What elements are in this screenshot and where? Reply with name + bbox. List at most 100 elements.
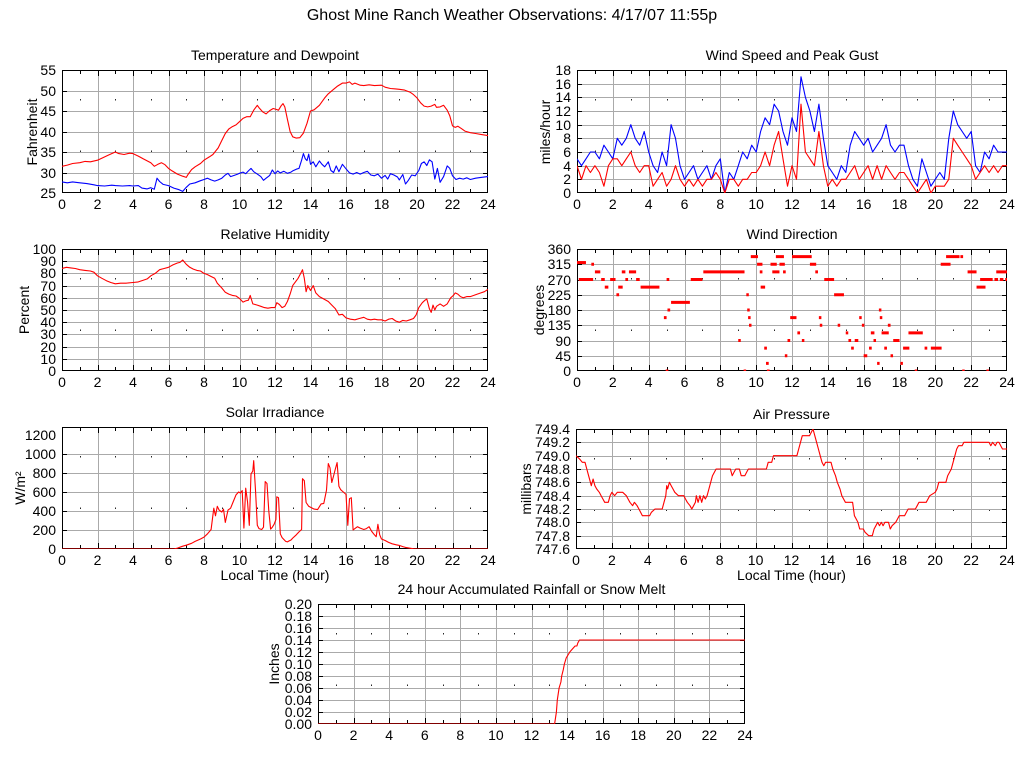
x-tick-label: 0 [572, 552, 580, 568]
y-tick-label: 748.0 [534, 514, 570, 531]
x-tick-label: 8 [200, 552, 208, 568]
x-tick-label: 10 [231, 552, 248, 568]
x-tick-label: 24 [480, 374, 496, 390]
x-tick-label: 6 [164, 552, 173, 568]
x-tick-label: 8 [715, 552, 724, 568]
y-axis-label: degrees [531, 284, 547, 336]
y-tick-label: 90 [555, 332, 571, 349]
y-tick-label: 0.08 [284, 668, 312, 684]
x-tick-label: 10 [748, 196, 764, 212]
x-tick-label: 14 [819, 552, 836, 568]
y-tick-label: 0.00 [284, 716, 312, 732]
y-tick-label: 0.12 [284, 644, 312, 660]
y-tick-label: 2 [563, 171, 571, 188]
y-tick-label: 0.06 [284, 680, 312, 696]
y-axis-label: W/m² [12, 471, 28, 505]
x-tick-label: 8 [200, 196, 208, 212]
x-tick-label: 18 [373, 374, 390, 390]
chart-solar-irradiance: Solar Irradiance W/m² Local Time (hour) … [12, 404, 496, 583]
x-axis-label: Local Time (hour) [220, 567, 330, 583]
x-tick-label: 18 [630, 727, 647, 743]
x-tick-label: 20 [409, 374, 425, 390]
x-tick-label: 20 [409, 552, 425, 568]
x-tick-label: 24 [480, 196, 496, 212]
chart-relative-humidity: Relative Humidity Percent 0 2 4 6 8 10 12 14 16 1… [16, 226, 496, 390]
x-tick-label: 6 [164, 374, 173, 390]
y-tick-label: 0.20 [284, 596, 312, 612]
chart-wind-direction: Wind Direction degrees 0 2 4 6 8 10 12 14 16 18 20… [531, 226, 1015, 390]
y-axis-label: Percent [16, 285, 32, 335]
x-tick-label: 22 [444, 196, 461, 212]
y-tick-label: 749.2 [534, 434, 570, 451]
y-tick-label: 45 [40, 103, 56, 119]
x-tick-label: 8 [716, 196, 725, 212]
x-tick-label: 16 [338, 552, 354, 568]
x-tick-label: 22 [444, 374, 461, 390]
x-tick-label: 8 [716, 374, 725, 390]
page-title: Ghost Mine Ranch Weather Observations: 4… [306, 7, 718, 24]
x-tick-label: 0 [573, 196, 581, 212]
x-axis-label: Local Time (hour) [737, 567, 846, 583]
y-tick-label: 50 [40, 82, 56, 99]
chart-title: Temperature and Dewpoint [190, 47, 360, 63]
x-tick-label: 24 [480, 552, 496, 568]
y-tick-label: 748.8 [534, 461, 570, 477]
y-tick-label: 749.4 [534, 421, 570, 437]
x-tick-label: 0 [58, 196, 66, 212]
y-axis-label: millibars [518, 463, 534, 515]
x-tick-label: 10 [231, 374, 248, 390]
y-tick-label: 40 [40, 314, 56, 331]
x-tick-label: 0 [58, 374, 66, 390]
y-tick-label: 60 [40, 289, 56, 306]
x-tick-label: 12 [267, 374, 283, 390]
x-tick-label: 14 [559, 727, 575, 743]
y-tick-label: 90 [40, 253, 56, 270]
x-tick-label: 10 [488, 727, 504, 743]
x-tick-label: 8 [200, 374, 208, 390]
x-tick-label: 2 [93, 552, 102, 568]
x-tick-label: 20 [666, 727, 682, 743]
x-tick-label: 6 [679, 552, 688, 568]
y-tick-label: 0.10 [284, 656, 312, 672]
y-tick-label: 6 [563, 144, 571, 160]
y-tick-label: 18 [555, 62, 571, 78]
y-tick-label: 0.18 [284, 608, 312, 624]
y-tick-label: 270 [547, 271, 571, 288]
x-tick-label: 16 [594, 727, 611, 743]
x-tick-label: 22 [444, 552, 461, 568]
y-tick-label: 14 [555, 89, 571, 106]
y-tick-label: 0 [48, 363, 56, 379]
plot-area [577, 249, 1007, 371]
y-tick-label: 0.02 [284, 704, 312, 720]
x-tick-label: 4 [129, 374, 137, 390]
y-tick-label: 748.2 [534, 501, 570, 517]
y-tick-label: 180 [547, 302, 571, 318]
chart-title: Solar Irradiance [225, 404, 325, 420]
x-tick-label: 2 [93, 196, 102, 212]
y-tick-label: 360 [547, 241, 571, 257]
chart-title: Relative Humidity [220, 226, 330, 242]
y-tick-label: 600 [32, 484, 56, 501]
x-tick-label: 24 [737, 727, 753, 743]
y-tick-label: 25 [40, 185, 56, 201]
y-tick-label: 400 [32, 503, 56, 520]
plot-area [62, 427, 488, 549]
y-axis-label: Inches [266, 643, 282, 685]
x-tick-label: 2 [608, 196, 617, 212]
y-tick-label: 747.8 [534, 527, 570, 544]
x-tick-label: 16 [855, 374, 872, 390]
y-tick-label: 45 [555, 347, 571, 364]
y-tick-label: 748.6 [534, 474, 570, 491]
x-tick-label: 14 [302, 374, 319, 390]
y-tick-label: 35 [40, 144, 56, 160]
y-tick-label: 0 [48, 541, 56, 557]
y-tick-label: 1200 [24, 427, 56, 444]
y-tick-label: 10 [40, 350, 56, 367]
x-tick-label: 18 [373, 552, 390, 568]
plot-area [62, 249, 488, 371]
x-tick-label: 2 [93, 374, 102, 390]
y-tick-label: 315 [547, 256, 571, 273]
x-tick-label: 16 [855, 196, 872, 212]
